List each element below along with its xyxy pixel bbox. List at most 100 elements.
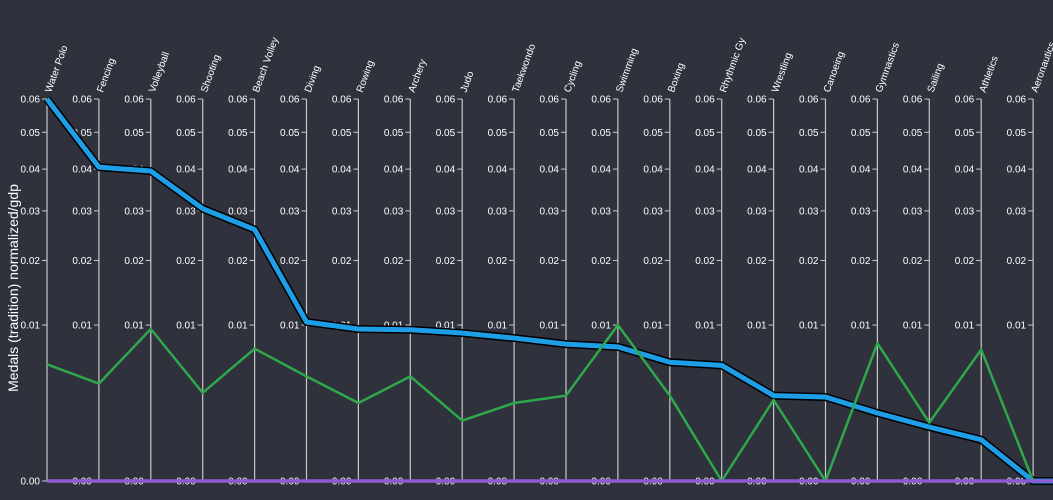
axis-rhythmic-gy: 0.000.010.020.030.040.050.06 — [695, 95, 723, 488]
tick-label: 0.02 — [72, 256, 92, 267]
tick-label: 0.05 — [799, 128, 819, 139]
tick-label: 0.04 — [72, 165, 92, 176]
tick-label: 0.01 — [591, 321, 611, 332]
category-label: Swimming — [614, 47, 640, 94]
axis-canoeing: 0.000.010.020.030.040.050.06 — [799, 95, 827, 488]
tick-label: 0.05 — [747, 128, 767, 139]
tick-label: 0.02 — [747, 256, 767, 267]
tick-label: 0.03 — [436, 206, 456, 217]
category-label: Wrestling — [770, 51, 795, 94]
tick-label: 0.06 — [540, 95, 560, 106]
tick-label: 0.02 — [799, 256, 819, 267]
tick-label: 0.06 — [72, 95, 92, 106]
tick-label: 0.05 — [72, 128, 92, 139]
tick-label: 0.04 — [384, 165, 404, 176]
tick-label: 0.04 — [747, 165, 767, 176]
axes-layer: 0.000.010.020.030.040.050.060.000.010.02… — [21, 95, 1034, 488]
category-label: Fencing — [95, 57, 118, 94]
tick-label: 0.01 — [72, 321, 92, 332]
tick-label: 0.03 — [488, 206, 508, 217]
category-label: Athletics — [978, 55, 1001, 94]
tick-label: 0.03 — [176, 206, 196, 217]
tick-label: 0.06 — [332, 95, 352, 106]
category-label: Shooting — [199, 53, 223, 94]
axis-shooting: 0.000.010.020.030.040.050.06 — [176, 95, 204, 488]
tick-label: 0.03 — [280, 206, 300, 217]
series-line-2 — [46, 323, 1035, 483]
tick-label: 0.04 — [851, 165, 871, 176]
axis-aeronautics: 0.000.010.020.030.040.050.06 — [1007, 95, 1034, 488]
tick-label: 0.04 — [799, 165, 819, 176]
axis-archery: 0.000.010.020.030.040.050.06 — [384, 95, 411, 488]
tick-label: 0.06 — [124, 95, 144, 106]
tick-label: 0.02 — [1007, 256, 1027, 267]
tick-label: 0.02 — [228, 256, 248, 267]
tick-label: 0.04 — [955, 165, 975, 176]
category-label: Archery — [407, 58, 429, 94]
tick-label: 0.03 — [72, 206, 92, 217]
series-line-0 — [43, 96, 1053, 485]
lines-layer — [43, 96, 1053, 485]
tick-label: 0.06 — [280, 95, 300, 106]
tick-label: 0.06 — [1007, 95, 1027, 106]
tick-label: 0.01 — [124, 321, 144, 332]
tick-label: 0.04 — [488, 165, 508, 176]
tick-label: 0.06 — [176, 95, 196, 106]
category-label: Rhythmic Gy — [718, 36, 748, 94]
tick-label: 0.03 — [332, 206, 352, 217]
tick-label: 0.02 — [643, 256, 663, 267]
axis-judo: 0.000.010.020.030.040.050.06 — [436, 95, 463, 488]
tick-label: 0.02 — [332, 256, 352, 267]
tick-label: 0.03 — [1007, 206, 1027, 217]
tick-label: 0.03 — [228, 206, 248, 217]
tick-label: 0.05 — [124, 128, 144, 139]
axis-beach-volley: 0.000.010.020.030.040.050.06 — [228, 95, 256, 488]
tick-label: 0.03 — [903, 206, 923, 217]
category-label: Water Polo — [43, 44, 70, 94]
tick-label: 0.05 — [228, 128, 248, 139]
tick-label: 0.05 — [1007, 128, 1027, 139]
tick-label: 0.04 — [228, 165, 248, 176]
tick-label: 0.06 — [851, 95, 871, 106]
tick-label: 0.04 — [643, 165, 663, 176]
tick-label: 0.03 — [540, 206, 560, 217]
tick-label: 0.03 — [747, 206, 767, 217]
tick-label: 0.01 — [21, 321, 41, 332]
tick-label: 0.06 — [488, 95, 508, 106]
tick-label: 0.02 — [384, 256, 404, 267]
tick-label: 0.02 — [21, 256, 41, 267]
tick-label: 0.05 — [540, 128, 560, 139]
tick-label: 0.06 — [695, 95, 715, 106]
tick-label: 0.05 — [955, 128, 975, 139]
tick-label: 0.05 — [695, 128, 715, 139]
tick-label: 0.05 — [643, 128, 663, 139]
category-label: Cycling — [562, 59, 584, 94]
tick-label: 0.06 — [747, 95, 767, 106]
tick-label: 0.01 — [540, 321, 560, 332]
tick-label: 0.05 — [591, 128, 611, 139]
tick-label: 0.02 — [851, 256, 871, 267]
tick-label: 0.03 — [124, 206, 144, 217]
tick-label: 0.05 — [903, 128, 923, 139]
tick-label: 0.05 — [332, 128, 352, 139]
tick-label: 0.01 — [228, 321, 248, 332]
tick-label: 0.04 — [176, 165, 196, 176]
tick-label: 0.01 — [176, 321, 196, 332]
axis-volleyball: 0.000.010.020.030.040.050.06 — [124, 95, 152, 488]
tick-label: 0.03 — [799, 206, 819, 217]
tick-label: 0.03 — [851, 206, 871, 217]
tick-label: 0.03 — [384, 206, 404, 217]
tick-label: 0.01 — [1007, 321, 1027, 332]
tick-label: 0.06 — [643, 95, 663, 106]
tick-label: 0.05 — [851, 128, 871, 139]
tick-label: 0.02 — [488, 256, 508, 267]
tick-label: 0.06 — [228, 95, 248, 106]
tick-label: 0.05 — [280, 128, 300, 139]
tick-label: 0.05 — [488, 128, 508, 139]
tick-label: 0.02 — [280, 256, 300, 267]
tick-label: 0.06 — [591, 95, 611, 106]
tick-label: 0.01 — [955, 321, 975, 332]
tick-label: 0.04 — [903, 165, 923, 176]
axis-gymnastics: 0.000.010.020.030.040.050.06 — [851, 95, 879, 488]
